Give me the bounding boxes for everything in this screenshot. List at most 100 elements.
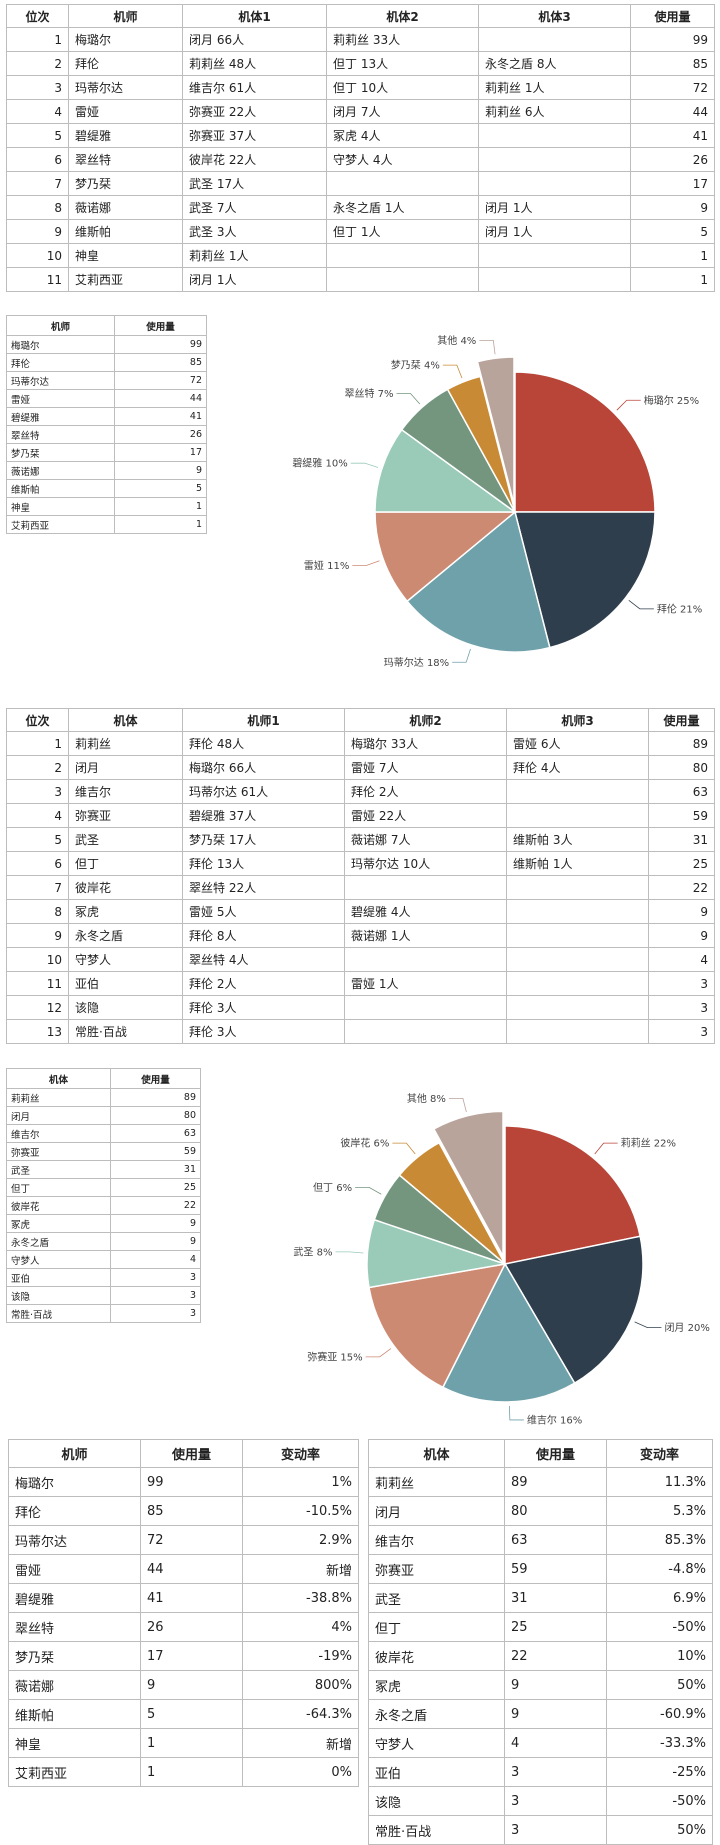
table-cell: 拜伦 bbox=[6, 353, 115, 372]
slice-label: 雷娅 11% bbox=[304, 559, 349, 572]
table-cell bbox=[344, 995, 507, 1020]
table-row: 4 雷娅 弥赛亚 22人 闭月 7人 莉莉丝 6人 44 bbox=[6, 99, 715, 124]
table-cell: 800% bbox=[242, 1670, 359, 1700]
table-cell: 3 bbox=[110, 1268, 201, 1287]
table-cell: 7 bbox=[6, 875, 69, 900]
table-cell: 永冬之盾 bbox=[68, 923, 183, 948]
slice-label: 梦乃栞 4% bbox=[391, 360, 440, 372]
table-row: 维斯帕 5 -64.3% bbox=[8, 1699, 359, 1729]
table-cell bbox=[506, 779, 649, 804]
table-cell: 永冬之盾 bbox=[368, 1699, 505, 1729]
table-cell: 1 bbox=[114, 497, 207, 516]
pie-slice bbox=[400, 388, 516, 513]
table-cell: -19% bbox=[242, 1641, 359, 1671]
table-cell: 艾莉西亚 bbox=[6, 515, 115, 534]
table-cell: 碧缇雅 bbox=[6, 407, 115, 426]
table-cell: 该隐 bbox=[68, 995, 183, 1020]
table-cell: 85 bbox=[630, 51, 715, 76]
pie-slice bbox=[503, 1235, 644, 1385]
table-cell: -25% bbox=[606, 1757, 713, 1787]
table-cell: 弥赛亚 37人 bbox=[182, 123, 327, 148]
table-row: 10 守梦人 翠丝特 4人 4 bbox=[6, 947, 715, 972]
column-header: 机体2 bbox=[326, 4, 479, 28]
table-cell: 59 bbox=[110, 1142, 201, 1161]
column-header: 使用量 bbox=[504, 1439, 607, 1468]
table-cell: 维吉尔 bbox=[6, 1124, 111, 1143]
table-cell: 9 bbox=[648, 899, 715, 924]
table-cell: 1 bbox=[630, 243, 715, 268]
table-row: 雷娅 44 bbox=[6, 389, 207, 408]
table-cell: 闭月 bbox=[68, 755, 183, 780]
slice-leader-line bbox=[448, 1097, 467, 1113]
table-cell: 3 bbox=[648, 971, 715, 996]
table-cell: 彼岸花 bbox=[368, 1641, 505, 1671]
table-cell: 拜伦 13人 bbox=[182, 851, 345, 876]
table-row: 8 薇诺娜 武圣 7人 永冬之盾 1人 闭月 1人 9 bbox=[6, 195, 715, 220]
table-cell: 59 bbox=[648, 803, 715, 828]
table-cell: 41 bbox=[630, 123, 715, 148]
table-row: 2 闭月 梅璐尔 66人 雷娅 7人 拜伦 4人 80 bbox=[6, 755, 715, 780]
table-cell: 12 bbox=[6, 995, 69, 1020]
table-row: 维吉尔 63 85.3% bbox=[368, 1525, 713, 1555]
table-cell: 翠丝特 bbox=[68, 147, 183, 172]
table-cell: 8 bbox=[6, 195, 69, 220]
table-cell: 薇诺娜 1人 bbox=[344, 923, 507, 948]
slice-label: 维吉尔 16% bbox=[527, 1413, 582, 1426]
table-cell: 9 bbox=[504, 1699, 607, 1729]
column-header: 变动率 bbox=[242, 1439, 359, 1468]
table-cell: 50% bbox=[606, 1670, 713, 1700]
slice-leader-line bbox=[335, 1251, 364, 1254]
table-cell: 冢虎 bbox=[6, 1214, 111, 1233]
pie-slice bbox=[514, 371, 656, 513]
header-row: 机师 使用量 bbox=[6, 315, 207, 336]
slice-leader-line bbox=[352, 560, 380, 566]
table-cell: 44 bbox=[140, 1554, 243, 1584]
table-cell: 9 bbox=[6, 219, 69, 244]
table-cell bbox=[478, 171, 631, 196]
mech-change-table: 机体 使用量 变动率 莉莉丝 89 11.3% 闭月 80 5.3% 维吉尔 63 85.3% 弥赛亚… bbox=[368, 1439, 713, 1845]
table-cell: 武圣 bbox=[6, 1160, 111, 1179]
table-cell: 艾莉西亚 bbox=[68, 267, 183, 292]
table-row: 11 亚伯 拜伦 2人 雷娅 1人 3 bbox=[6, 971, 715, 996]
table-cell: 80 bbox=[648, 755, 715, 780]
table-row: 4 弥赛亚 碧缇雅 37人 雷娅 22人 59 bbox=[6, 803, 715, 828]
table-cell: 6 bbox=[6, 147, 69, 172]
table-cell bbox=[506, 947, 649, 972]
table-cell: 25 bbox=[110, 1178, 201, 1197]
table-cell: 6 bbox=[6, 851, 69, 876]
table-cell: -10.5% bbox=[242, 1496, 359, 1526]
table-cell: 50% bbox=[606, 1815, 713, 1845]
table-cell: 17 bbox=[140, 1641, 243, 1671]
slice-label: 碧缇雅 10% bbox=[292, 457, 347, 470]
table-cell bbox=[506, 899, 649, 924]
table-cell: 5 bbox=[630, 219, 715, 244]
slice-label: 玛蒂尔达 18% bbox=[384, 656, 449, 669]
table-cell: 4% bbox=[242, 1612, 359, 1642]
table-cell: 雷娅 6人 bbox=[506, 731, 649, 756]
table-cell: 神皇 bbox=[8, 1728, 141, 1758]
table-cell: 5 bbox=[6, 827, 69, 852]
table-cell bbox=[506, 875, 649, 900]
table-row: 13 常胜·百战 拜伦 3人 3 bbox=[6, 1019, 715, 1044]
slice-leader-line bbox=[616, 399, 641, 411]
table-cell: 89 bbox=[648, 731, 715, 756]
table-cell: 25 bbox=[504, 1612, 607, 1642]
table-cell: 7 bbox=[6, 171, 69, 196]
table-cell: 玛蒂尔达 bbox=[6, 371, 115, 390]
table-cell: 3 bbox=[110, 1304, 201, 1323]
table-row: 3 维吉尔 玛蒂尔达 61人 拜伦 2人 63 bbox=[6, 779, 715, 804]
slice-label: 其他 8% bbox=[407, 1092, 446, 1105]
table-row: 5 碧缇雅 弥赛亚 37人 冢虎 4人 41 bbox=[6, 123, 715, 148]
table-cell: 梅璐尔 bbox=[8, 1467, 141, 1497]
table-cell: 但丁 bbox=[68, 851, 183, 876]
table-cell: 该隐 bbox=[368, 1786, 505, 1816]
table-cell: 梦乃栞 bbox=[6, 443, 115, 462]
column-header: 机师1 bbox=[182, 708, 345, 732]
table-cell: 拜伦 2人 bbox=[344, 779, 507, 804]
column-header: 位次 bbox=[6, 708, 69, 732]
table-cell: -64.3% bbox=[242, 1699, 359, 1729]
column-header: 机体 bbox=[6, 1068, 111, 1089]
table-row: 闭月 80 5.3% bbox=[368, 1496, 713, 1526]
column-header: 机师 bbox=[68, 4, 183, 28]
column-header: 使用量 bbox=[114, 315, 207, 336]
